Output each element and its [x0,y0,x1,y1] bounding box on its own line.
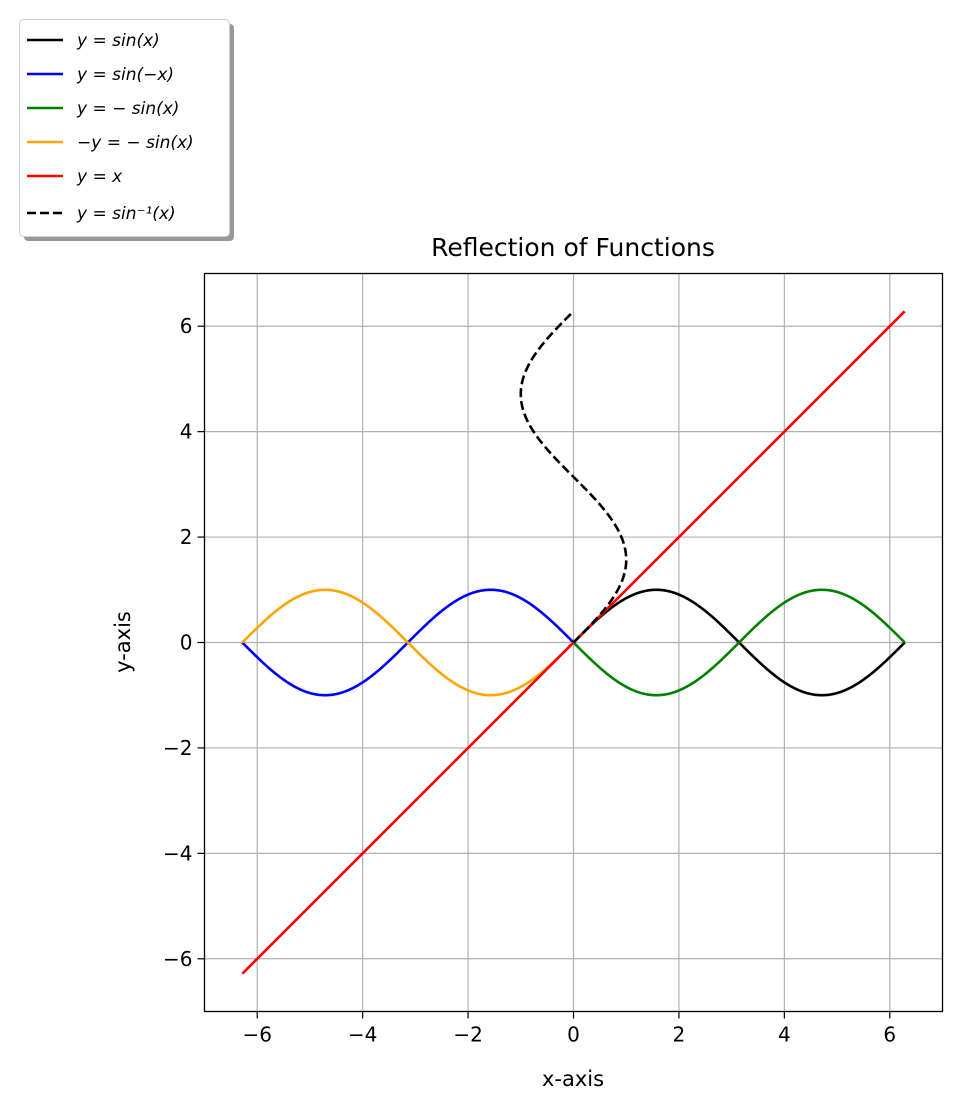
x-tick-label: 6 [883,1023,896,1047]
legend-label: y = sin(−x) [76,65,174,85]
legend-label: y = sin(x) [76,31,160,51]
x-tick-label: −6 [242,1023,271,1047]
series-line-6 [519,310,628,644]
x-axis-label: x-axis [542,1067,604,1091]
y-tick-label: 4 [180,420,193,444]
y-axis-label: y-axis [111,611,135,673]
y-tick-label: 2 [180,525,193,549]
y-tick-label: 6 [180,314,193,338]
y-axis-ticks: −6 −4 −2 0 2 4 6 [163,314,205,971]
x-tick-label: −4 [348,1023,377,1047]
legend-label: y = − sin(x) [76,99,179,119]
y-tick-label: −2 [163,736,192,760]
legend: y = sin(x) y = sin(−x) y = − sin(x) −y = − … [19,19,234,241]
x-tick-label: 4 [778,1023,791,1047]
series-line-4 [241,588,575,697]
y-tick-label: 0 [180,631,193,655]
grid-lines [204,273,943,1012]
x-tick-label: 0 [567,1023,580,1047]
y-tick-label: −4 [163,841,192,865]
series-line-3 [572,588,906,697]
legend-box [19,19,230,237]
legend-label: −y = − sin(x) [77,133,194,153]
y-tick-label: −6 [163,947,192,971]
legend-label: y = sin⁻¹(x) [76,204,176,224]
series-lines [241,310,906,975]
chart-title: Reflection of Functions [431,233,715,262]
x-tick-label: 2 [673,1023,686,1047]
legend-label: y = x [76,167,123,187]
x-tick-label: −2 [453,1023,482,1047]
x-axis-ticks: −6 −4 −2 0 2 4 6 [242,1011,896,1047]
